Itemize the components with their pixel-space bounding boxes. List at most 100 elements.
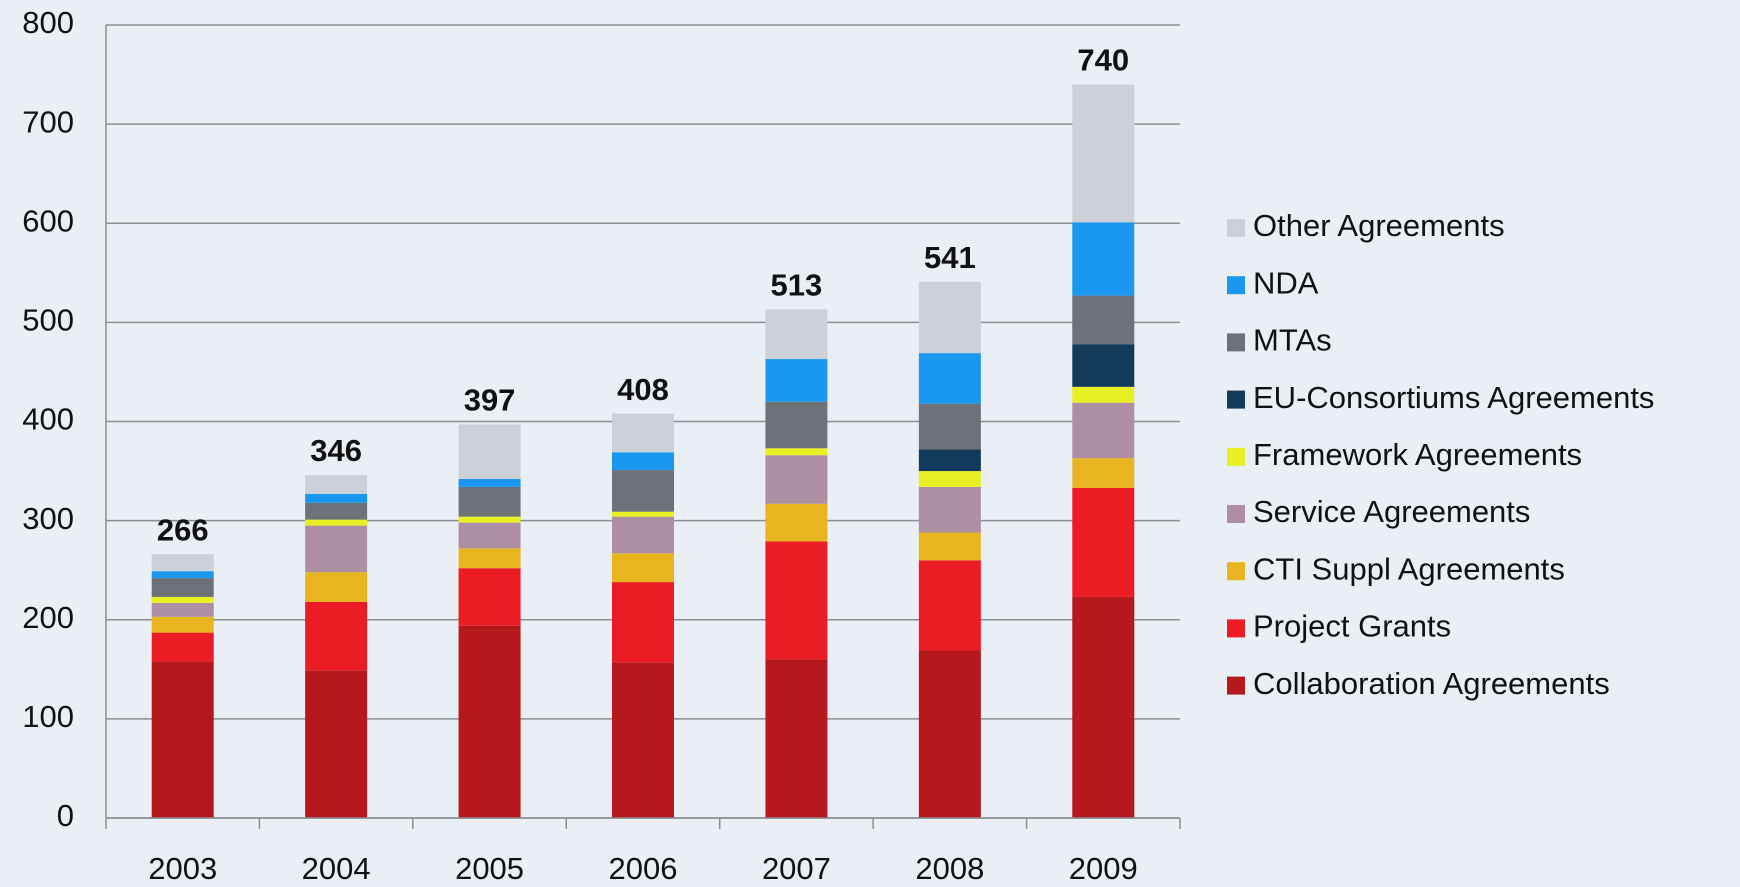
legend-label: MTAs [1253,323,1332,358]
bar-segment [458,568,521,626]
total-label: 266 [157,513,209,548]
bar-segment [151,632,214,662]
y-tick-label: 300 [22,501,74,536]
bar-segment [305,502,368,520]
bar-segment [765,359,828,402]
legend-label: Other Agreements [1253,208,1505,243]
bar-segment [305,601,368,671]
total-label: 408 [617,372,669,407]
bar-segment [151,554,214,572]
bar-segment [151,578,214,597]
bar-segment [765,401,828,449]
bar-segment [305,670,368,818]
bar-segment [612,470,674,512]
total-label: 513 [771,268,823,303]
x-tick-label: 2008 [915,851,984,886]
total-label: 346 [310,433,362,468]
bar-segment [918,353,981,404]
bar-segment [612,511,674,517]
bar-segment [765,455,828,504]
legend-label: EU-Consortiums Agreements [1253,380,1654,415]
bar-segment [918,650,981,818]
bar-segment [458,478,521,487]
bar-segment [151,596,214,603]
bar-segment [765,448,828,456]
x-tick-label: 2006 [609,851,678,886]
bar-segment [305,519,368,526]
bar-segment [305,525,368,573]
bar-segment [305,493,368,503]
legend-label: Framework Agreements [1253,437,1582,472]
bar-segment [765,541,828,660]
x-tick-label: 2004 [302,851,371,886]
bar-segment [458,625,521,818]
bar-segment [612,553,674,583]
legend-swatch [1227,390,1245,409]
bar-segment [765,503,828,542]
y-tick-label: 800 [22,5,74,40]
x-tick-label: 2005 [455,851,524,886]
bar-segment [1072,222,1135,296]
bar-segment [1072,295,1135,345]
bar-segment [151,602,214,617]
bar-segment [1072,344,1135,387]
legend-swatch [1227,505,1245,523]
bar-segment [151,616,214,633]
bar-segment [918,281,981,354]
bar-segment [918,449,981,472]
y-tick-label: 200 [22,600,74,635]
legend-swatch [1227,619,1245,638]
bar-segment [305,572,368,602]
legend-label: NDA [1253,265,1319,300]
bar-segment [1072,402,1135,459]
bar-segment [918,560,981,651]
legend-label: Service Agreements [1253,494,1530,529]
bar-segment [918,532,981,561]
legend-swatch [1227,219,1245,237]
bar-segment [458,486,521,517]
x-tick-label: 2007 [762,851,831,886]
bar-segment [1072,386,1135,403]
bar-segment [458,548,521,569]
legend-swatch [1227,676,1245,695]
bar-segment [765,659,828,818]
x-tick-label: 2009 [1069,851,1138,886]
legend-label: Collaboration Agreements [1253,666,1610,701]
total-label: 740 [1077,43,1129,78]
legend-swatch [1227,447,1245,466]
bar-segment [612,516,674,554]
bar-segment [151,661,214,818]
bar-segment [918,471,981,487]
bar-segment [1072,84,1135,223]
bar-segment [458,424,521,479]
bar-segment [765,309,828,360]
bar-segment [305,475,368,494]
legend-swatch [1227,562,1245,581]
bar-segment [918,403,981,450]
y-tick-label: 100 [22,699,74,734]
legend-swatch [1227,333,1245,352]
bar-segment [918,486,981,533]
total-label: 541 [924,240,976,275]
legend-swatch [1227,276,1245,295]
y-tick-label: 500 [22,303,74,338]
bar-segment [458,516,521,523]
bar-segment [612,452,674,471]
bar-segment [612,662,674,818]
y-tick-label: 700 [22,104,74,139]
legend-label: CTI Suppl Agreements [1253,551,1565,586]
legend-label: Project Grants [1253,609,1451,644]
x-tick-label: 2003 [148,851,217,886]
total-label: 397 [464,383,516,418]
y-tick-label: 0 [57,798,74,833]
bar-segment [1072,487,1135,597]
bar-segment [612,413,674,453]
bar-segment [1072,458,1135,488]
bar-segment [458,522,521,549]
bar-segment [151,571,214,579]
y-tick-label: 600 [22,203,74,238]
y-tick-label: 400 [22,402,74,437]
bar-segment [612,582,674,663]
